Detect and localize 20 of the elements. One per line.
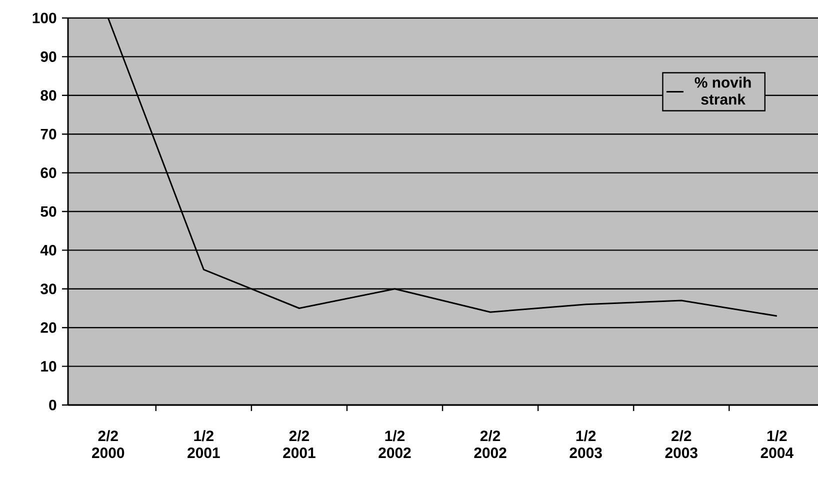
y-tick-label: 0 (49, 400, 56, 410)
y-tick-label: 30 (40, 284, 56, 294)
x-tick-label: 1/2 2004 (760, 430, 794, 458)
x-tick-label: 2/2 2000 (92, 430, 124, 458)
x-tick-label: 1/2 2002 (378, 430, 411, 458)
y-tick-label: 50 (40, 206, 56, 217)
x-tick-label: 2/2 2003 (665, 430, 698, 458)
x-tick-label: 1/2 2001 (188, 430, 220, 458)
x-tick-label: 1/2 2003 (570, 430, 602, 458)
y-tick-label: 10 (41, 361, 56, 372)
x-tick-label: 2/2 2002 (474, 430, 506, 458)
y-tick-label: 40 (40, 244, 56, 256)
y-tick-label: 100 (32, 12, 56, 24)
y-tick-label: 60 (40, 168, 56, 178)
y-tick-label: 80 (40, 90, 56, 101)
y-tick-label: 70 (40, 128, 56, 140)
x-tick-label: 2/2 2001 (283, 430, 316, 458)
legend-label: % novih strank (694, 76, 751, 105)
y-tick-label: 90 (40, 51, 56, 62)
y-tick-label: 20 (40, 322, 56, 333)
